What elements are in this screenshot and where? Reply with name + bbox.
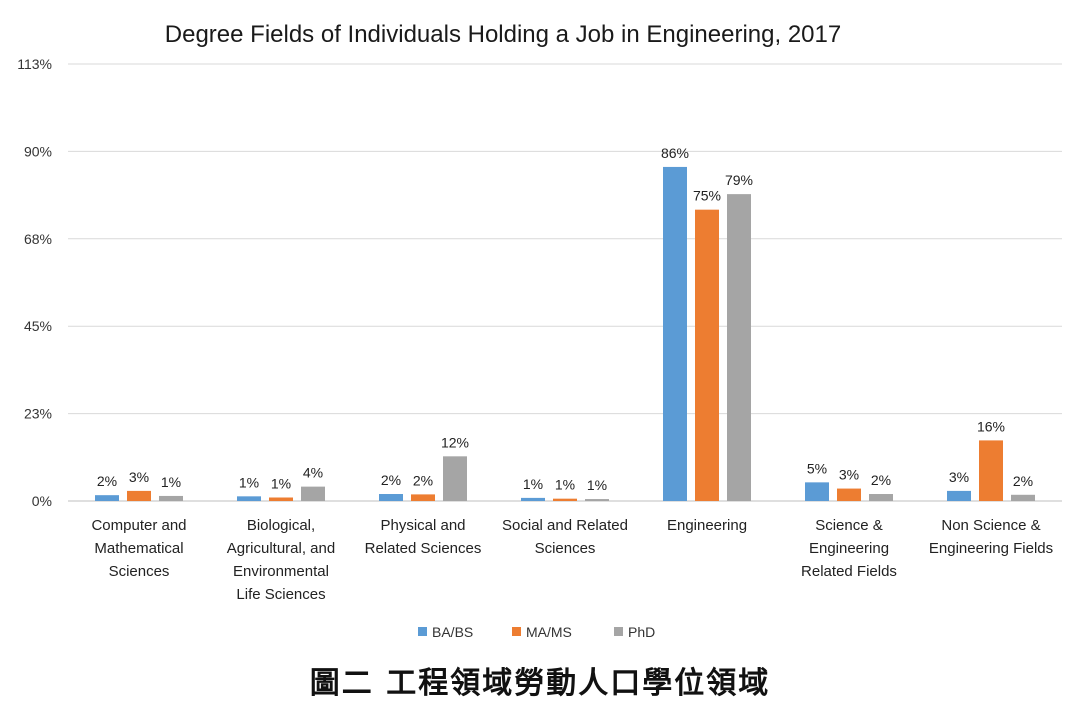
bars xyxy=(95,166,1035,501)
bar xyxy=(553,498,577,501)
data-label: 86% xyxy=(661,145,689,161)
y-tick-label: 113% xyxy=(17,56,52,72)
bar xyxy=(727,194,751,501)
category-label: Biological, Agricultural, and Environmenta… xyxy=(227,517,335,603)
bar xyxy=(585,499,609,501)
chart-title: Degree Fields of Individuals Holding a J… xyxy=(165,21,841,48)
legend-swatch xyxy=(418,627,427,636)
data-label: 2% xyxy=(381,472,401,488)
data-label: 1% xyxy=(555,477,575,493)
y-tick-label: 23% xyxy=(24,406,52,422)
bar xyxy=(237,496,261,501)
data-label: 1% xyxy=(271,476,291,492)
category-label: Engineering xyxy=(667,517,747,534)
data-label: 1% xyxy=(587,477,607,493)
y-tick-label: 68% xyxy=(24,231,52,247)
bar xyxy=(301,486,325,501)
data-label: 2% xyxy=(97,473,117,489)
legend-swatch xyxy=(512,627,521,636)
data-label: 79% xyxy=(725,172,753,188)
bar xyxy=(837,488,861,501)
bar xyxy=(411,494,435,501)
legend-swatch xyxy=(614,627,623,636)
data-label: 1% xyxy=(239,474,259,490)
data-label: 1% xyxy=(161,474,181,490)
bar xyxy=(521,497,545,501)
bar xyxy=(805,482,829,501)
data-label: 3% xyxy=(129,469,149,485)
bar xyxy=(443,456,467,501)
data-label: 3% xyxy=(839,467,859,483)
bar xyxy=(947,490,971,501)
bar xyxy=(379,494,403,501)
gridlines xyxy=(68,63,1062,502)
data-label: 2% xyxy=(413,472,433,488)
bar xyxy=(269,497,293,501)
data-label: 16% xyxy=(977,418,1005,434)
y-axis-ticks: 0% 23% 45% 68% 90% 113% xyxy=(17,56,52,509)
category-label: Social and Related Sciences xyxy=(502,517,628,557)
data-label: 75% xyxy=(693,188,721,204)
bar-chart: Degree Fields of Individuals Holding a J… xyxy=(17,21,1062,640)
bar xyxy=(869,494,893,501)
legend-label: BA/BS xyxy=(432,624,473,640)
data-label: 5% xyxy=(807,460,827,476)
figure-caption: 圖二 工程領域勞動人口學位領域 xyxy=(309,666,771,701)
data-labels: 2% 3% 1% 1% 1% 4% 2% 2% 12% 1% 1% 1% 86% 75%79% 5% 3% 2%… xyxy=(97,145,1033,493)
category-label: Science & Engineering Related Fields xyxy=(801,517,897,580)
bar xyxy=(695,209,719,501)
category-label: Physical and Related Sciences xyxy=(365,517,482,557)
category-labels: Computer and Mathematical Sciences Biologic… xyxy=(91,517,1053,603)
data-label: 1% xyxy=(523,476,543,492)
data-label: 4% xyxy=(303,465,323,481)
legend-label: PhD xyxy=(628,624,655,640)
bar xyxy=(663,166,687,501)
bar xyxy=(1011,494,1035,501)
y-tick-label: 90% xyxy=(24,143,52,159)
data-label: 3% xyxy=(949,469,969,485)
data-label: 12% xyxy=(441,434,469,450)
legend: BA/BS MA/MS PhD xyxy=(418,624,655,640)
bar xyxy=(95,495,119,501)
legend-label: MA/MS xyxy=(526,624,572,640)
y-tick-label: 45% xyxy=(24,318,52,334)
bar xyxy=(979,440,1003,501)
category-label: Non Science & Engineering Fields xyxy=(929,517,1053,557)
y-tick-label: 0% xyxy=(32,493,52,509)
category-label: Computer and Mathematical Sciences xyxy=(91,517,186,580)
bar xyxy=(127,490,151,501)
data-label: 2% xyxy=(1013,473,1033,489)
bar xyxy=(159,495,183,501)
data-label: 2% xyxy=(871,472,891,488)
